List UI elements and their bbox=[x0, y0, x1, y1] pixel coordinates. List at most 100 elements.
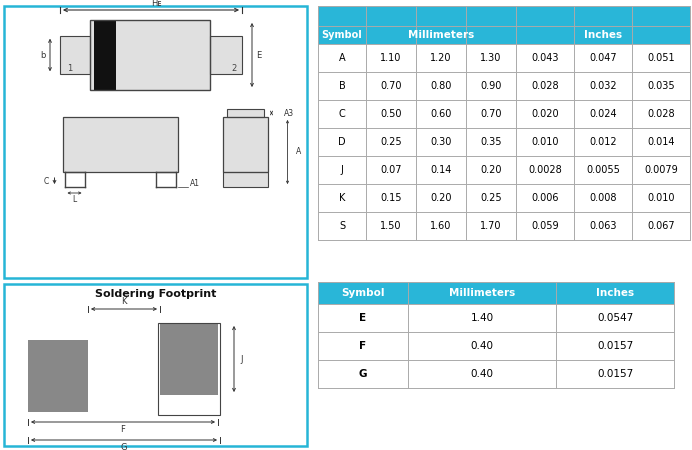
Bar bbox=[4, 284, 307, 446]
Text: 1.40: 1.40 bbox=[471, 313, 493, 323]
Text: A: A bbox=[295, 148, 301, 157]
Text: 0.70: 0.70 bbox=[480, 109, 502, 119]
Bar bbox=[223, 172, 268, 187]
Bar bbox=[318, 212, 690, 240]
Text: 0.90: 0.90 bbox=[480, 81, 502, 91]
Bar bbox=[223, 172, 268, 187]
Text: 0.15: 0.15 bbox=[380, 193, 402, 203]
Text: L: L bbox=[73, 194, 77, 203]
Text: K: K bbox=[121, 297, 127, 306]
Text: b: b bbox=[40, 50, 46, 59]
Bar bbox=[226, 109, 264, 117]
Text: 0.006: 0.006 bbox=[531, 193, 558, 203]
Text: 1.60: 1.60 bbox=[430, 221, 452, 231]
Text: Inches: Inches bbox=[596, 288, 634, 298]
Text: 0.024: 0.024 bbox=[589, 109, 617, 119]
Bar bbox=[416, 26, 466, 44]
Text: 1.20: 1.20 bbox=[430, 53, 452, 63]
Bar bbox=[90, 20, 210, 90]
Text: J: J bbox=[241, 355, 244, 364]
Text: A1: A1 bbox=[190, 180, 199, 189]
Text: B: B bbox=[338, 81, 345, 91]
Text: 0.010: 0.010 bbox=[531, 137, 558, 147]
Text: E: E bbox=[256, 50, 262, 59]
Bar bbox=[4, 6, 307, 278]
Text: 0.043: 0.043 bbox=[531, 53, 558, 63]
Text: 0.047: 0.047 bbox=[589, 53, 617, 63]
Text: 0.40: 0.40 bbox=[471, 369, 493, 379]
Text: 0.032: 0.032 bbox=[589, 81, 617, 91]
Text: S: S bbox=[339, 221, 345, 231]
Text: 0.028: 0.028 bbox=[531, 81, 559, 91]
Bar bbox=[318, 332, 674, 360]
Bar bbox=[60, 36, 90, 74]
Text: K: K bbox=[339, 193, 345, 203]
Text: F: F bbox=[120, 426, 125, 435]
Text: 0.14: 0.14 bbox=[430, 165, 452, 175]
Text: 0.0547: 0.0547 bbox=[597, 313, 633, 323]
Text: 1.30: 1.30 bbox=[480, 53, 502, 63]
Text: Max.: Max. bbox=[479, 54, 503, 63]
Bar bbox=[90, 20, 210, 90]
Text: 0.051: 0.051 bbox=[647, 53, 675, 63]
Bar bbox=[318, 156, 690, 184]
Text: C: C bbox=[338, 109, 345, 119]
Text: 0.0157: 0.0157 bbox=[597, 369, 633, 379]
Text: 0.50: 0.50 bbox=[380, 109, 402, 119]
Text: 2: 2 bbox=[231, 64, 237, 73]
Bar bbox=[94, 20, 116, 90]
Bar bbox=[62, 117, 178, 172]
Text: 0.70: 0.70 bbox=[380, 81, 402, 91]
Bar bbox=[226, 109, 264, 117]
Bar bbox=[574, 26, 632, 44]
Bar bbox=[516, 26, 574, 44]
Text: 0.012: 0.012 bbox=[589, 137, 617, 147]
Text: 0.40: 0.40 bbox=[471, 341, 493, 351]
Bar bbox=[223, 117, 268, 172]
Bar bbox=[408, 282, 556, 304]
Text: C: C bbox=[44, 177, 49, 186]
Text: Symbol: Symbol bbox=[341, 288, 385, 298]
Text: 0.30: 0.30 bbox=[430, 137, 452, 147]
Text: Soldering Footprint: Soldering Footprint bbox=[95, 289, 216, 299]
Bar bbox=[318, 100, 690, 128]
Bar bbox=[60, 36, 90, 74]
Text: 0.35: 0.35 bbox=[480, 137, 502, 147]
Text: 0.0079: 0.0079 bbox=[644, 165, 678, 175]
Bar bbox=[466, 26, 516, 44]
Text: J: J bbox=[340, 165, 343, 175]
Text: 0.07: 0.07 bbox=[380, 165, 402, 175]
Text: 0.067: 0.067 bbox=[647, 221, 675, 231]
Text: 0.20: 0.20 bbox=[480, 165, 502, 175]
Text: 0.014: 0.014 bbox=[647, 137, 675, 147]
Text: Nom.: Nom. bbox=[590, 54, 617, 63]
Text: Hᴇ: Hᴇ bbox=[151, 0, 161, 8]
Text: 1.10: 1.10 bbox=[381, 53, 401, 63]
Bar bbox=[318, 360, 674, 388]
Bar bbox=[62, 117, 178, 172]
Text: Inches: Inches bbox=[584, 30, 622, 40]
Bar bbox=[318, 304, 674, 332]
Text: 1.70: 1.70 bbox=[480, 221, 502, 231]
Text: 0.0055: 0.0055 bbox=[586, 165, 620, 175]
Bar bbox=[366, 26, 416, 44]
Bar bbox=[516, 6, 690, 26]
Text: 0.25: 0.25 bbox=[380, 137, 402, 147]
Text: 1.50: 1.50 bbox=[380, 221, 402, 231]
Text: 0.25: 0.25 bbox=[480, 193, 502, 203]
Text: 0.80: 0.80 bbox=[430, 81, 452, 91]
Text: E: E bbox=[359, 313, 367, 323]
Text: G: G bbox=[358, 369, 367, 379]
Text: 0.010: 0.010 bbox=[647, 193, 675, 203]
Text: 0.020: 0.020 bbox=[531, 109, 559, 119]
Text: Max.: Max. bbox=[649, 54, 673, 63]
Text: D: D bbox=[338, 137, 346, 147]
Text: 0.028: 0.028 bbox=[647, 109, 675, 119]
Text: Symbol: Symbol bbox=[322, 30, 363, 40]
Text: Min.: Min. bbox=[534, 54, 556, 63]
Text: Millimeters: Millimeters bbox=[449, 288, 515, 298]
Text: A3: A3 bbox=[284, 108, 293, 117]
Bar bbox=[318, 72, 690, 100]
Text: 0.0157: 0.0157 bbox=[597, 341, 633, 351]
Bar bbox=[160, 323, 218, 395]
